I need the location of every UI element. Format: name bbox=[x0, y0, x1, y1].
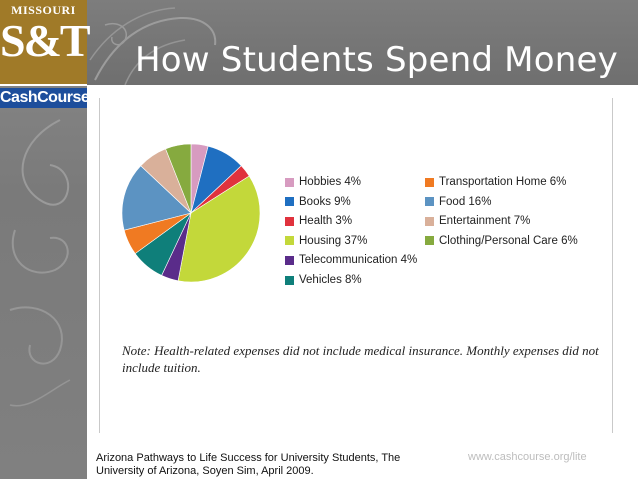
pie-slice bbox=[165, 143, 192, 214]
legend-swatch bbox=[425, 177, 434, 187]
slide-header: How Students Spend Money bbox=[0, 0, 638, 85]
legend-item: Hobbies 4% bbox=[285, 176, 361, 188]
legend-item: Food 16% bbox=[425, 196, 491, 208]
logo-mark: S&T bbox=[0, 15, 91, 66]
legend-item: Housing 37% bbox=[285, 235, 367, 247]
legend-label: Food 16% bbox=[439, 195, 492, 208]
legend-item: Clothing/Personal Care 6% bbox=[425, 235, 578, 247]
legend-label: Vehicles 8% bbox=[299, 274, 362, 286]
legend-label: Telecommunication 4% bbox=[299, 254, 418, 267]
pie-slice bbox=[121, 165, 192, 231]
legend-swatch bbox=[285, 197, 294, 207]
cashcourse-logo: CashCourse bbox=[0, 88, 90, 108]
flourish-decoration-icon bbox=[9, 119, 71, 407]
legend-label: Transportation Home 6% bbox=[439, 176, 567, 188]
logo-university-name: MISSOURI bbox=[11, 3, 76, 17]
legend-swatch bbox=[285, 255, 294, 265]
legend-swatch bbox=[285, 216, 294, 226]
footer-url[interactable]: www.cashcourse.org/lite bbox=[468, 451, 587, 463]
legend-item: Entertainment 7% bbox=[425, 215, 530, 227]
chart-note: Note: Health-related expenses did not in… bbox=[122, 343, 599, 375]
legend-label: Hobbies 4% bbox=[299, 176, 362, 188]
legend-swatch bbox=[425, 197, 434, 207]
legend-item: Vehicles 8% bbox=[285, 274, 362, 286]
pie-slice bbox=[177, 175, 261, 283]
legend-label: Books 9% bbox=[299, 195, 351, 208]
legend-label: Health 3% bbox=[299, 215, 353, 228]
chart-frame-right bbox=[612, 98, 613, 433]
legend-swatch bbox=[425, 216, 434, 226]
university-logo: MISSOURI S&T bbox=[0, 0, 91, 86]
legend-label: Housing 37% bbox=[299, 234, 368, 247]
legend-swatch bbox=[285, 236, 294, 246]
legend-swatch bbox=[285, 177, 294, 187]
source-citation: Arizona Pathways to Life Success for Uni… bbox=[96, 452, 401, 477]
legend-item: Health 3% bbox=[285, 215, 352, 227]
legend-swatch bbox=[425, 236, 434, 246]
swirl-decoration-icon bbox=[89, 7, 217, 85]
legend-item: Telecommunication 4% bbox=[285, 254, 417, 266]
legend-label: Clothing/Personal Care 6% bbox=[439, 234, 578, 247]
chart-frame-left bbox=[99, 98, 100, 433]
legend-label: Entertainment 7% bbox=[439, 215, 531, 228]
legend-swatch bbox=[285, 275, 294, 285]
page-title: How Students Spend Money bbox=[135, 40, 618, 80]
legend-item: Books 9% bbox=[285, 196, 351, 208]
pie-chart bbox=[121, 143, 261, 283]
legend-item: Transportation Home 6% bbox=[425, 176, 566, 188]
